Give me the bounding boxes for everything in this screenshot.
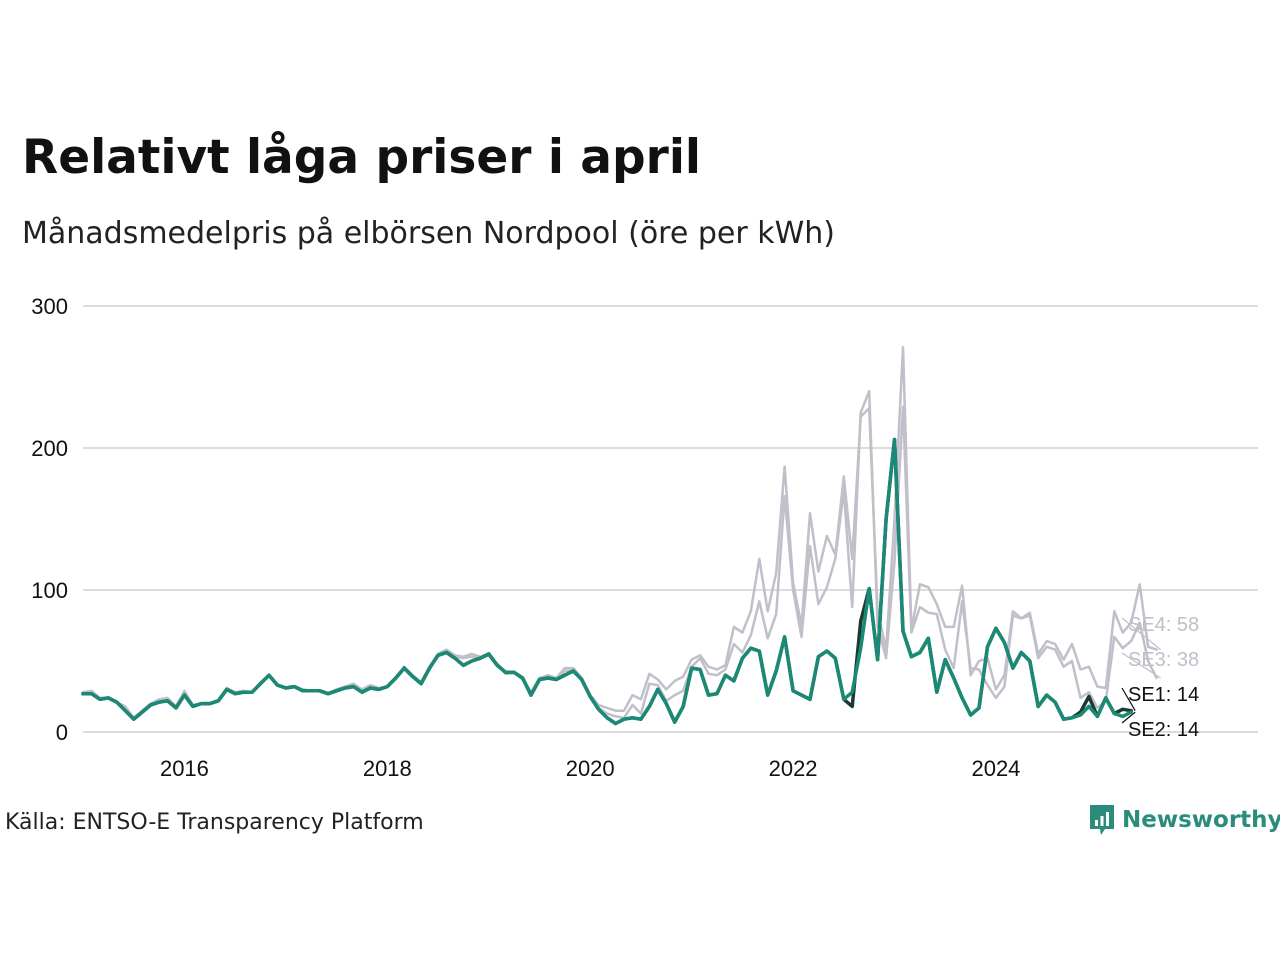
x-tick-label: 2020 — [566, 756, 615, 781]
leader-line — [1121, 711, 1136, 724]
x-tick-label: 2016 — [160, 756, 209, 781]
x-tick-label: 2022 — [769, 756, 818, 781]
chart-subtitle: Månadsmedelpris på elbörsen Nordpool (ör… — [22, 216, 835, 251]
y-tick-label: 300 — [31, 294, 68, 319]
leader-line — [1121, 652, 1161, 679]
end-label-se2: SE2: 14 — [1128, 719, 1199, 741]
newsworthy-logo-icon — [1090, 805, 1114, 835]
y-tick-label: 100 — [31, 578, 68, 603]
chart-title: Relativt låga priser i april — [22, 130, 702, 185]
y-axis-ticks: 0 100 200 300 — [31, 294, 68, 745]
brand-logo[interactable]: Newsworthy — [1088, 803, 1280, 837]
series-lines — [81, 345, 1158, 726]
brand-name: Newsworthy — [1122, 807, 1280, 833]
end-label-se1: SE1: 14 — [1128, 684, 1199, 706]
series-line-se4 — [81, 345, 1158, 720]
leader-line — [1121, 687, 1136, 712]
series-line-se2 — [81, 437, 1133, 726]
x-axis-ticks: 2016 2018 2020 2022 2024 — [160, 756, 1020, 781]
series-line-se1 — [81, 437, 1133, 726]
end-label-se4: SE4: 58 — [1128, 614, 1199, 636]
gridlines — [83, 305, 1258, 733]
source-note: Källa: ENTSO-E Transparency Platform — [5, 810, 424, 835]
y-tick-label: 200 — [31, 436, 68, 461]
x-tick-label: 2018 — [363, 756, 412, 781]
end-labels: SE4: 58 SE3: 38 SE1: 14 SE2: 14 — [1121, 614, 1199, 741]
series-line-se3 — [81, 389, 1158, 720]
x-tick-label: 2024 — [971, 756, 1020, 781]
end-label-se3: SE3: 38 — [1128, 649, 1199, 671]
y-tick-label: 0 — [56, 720, 68, 745]
leader-line — [1121, 617, 1161, 651]
